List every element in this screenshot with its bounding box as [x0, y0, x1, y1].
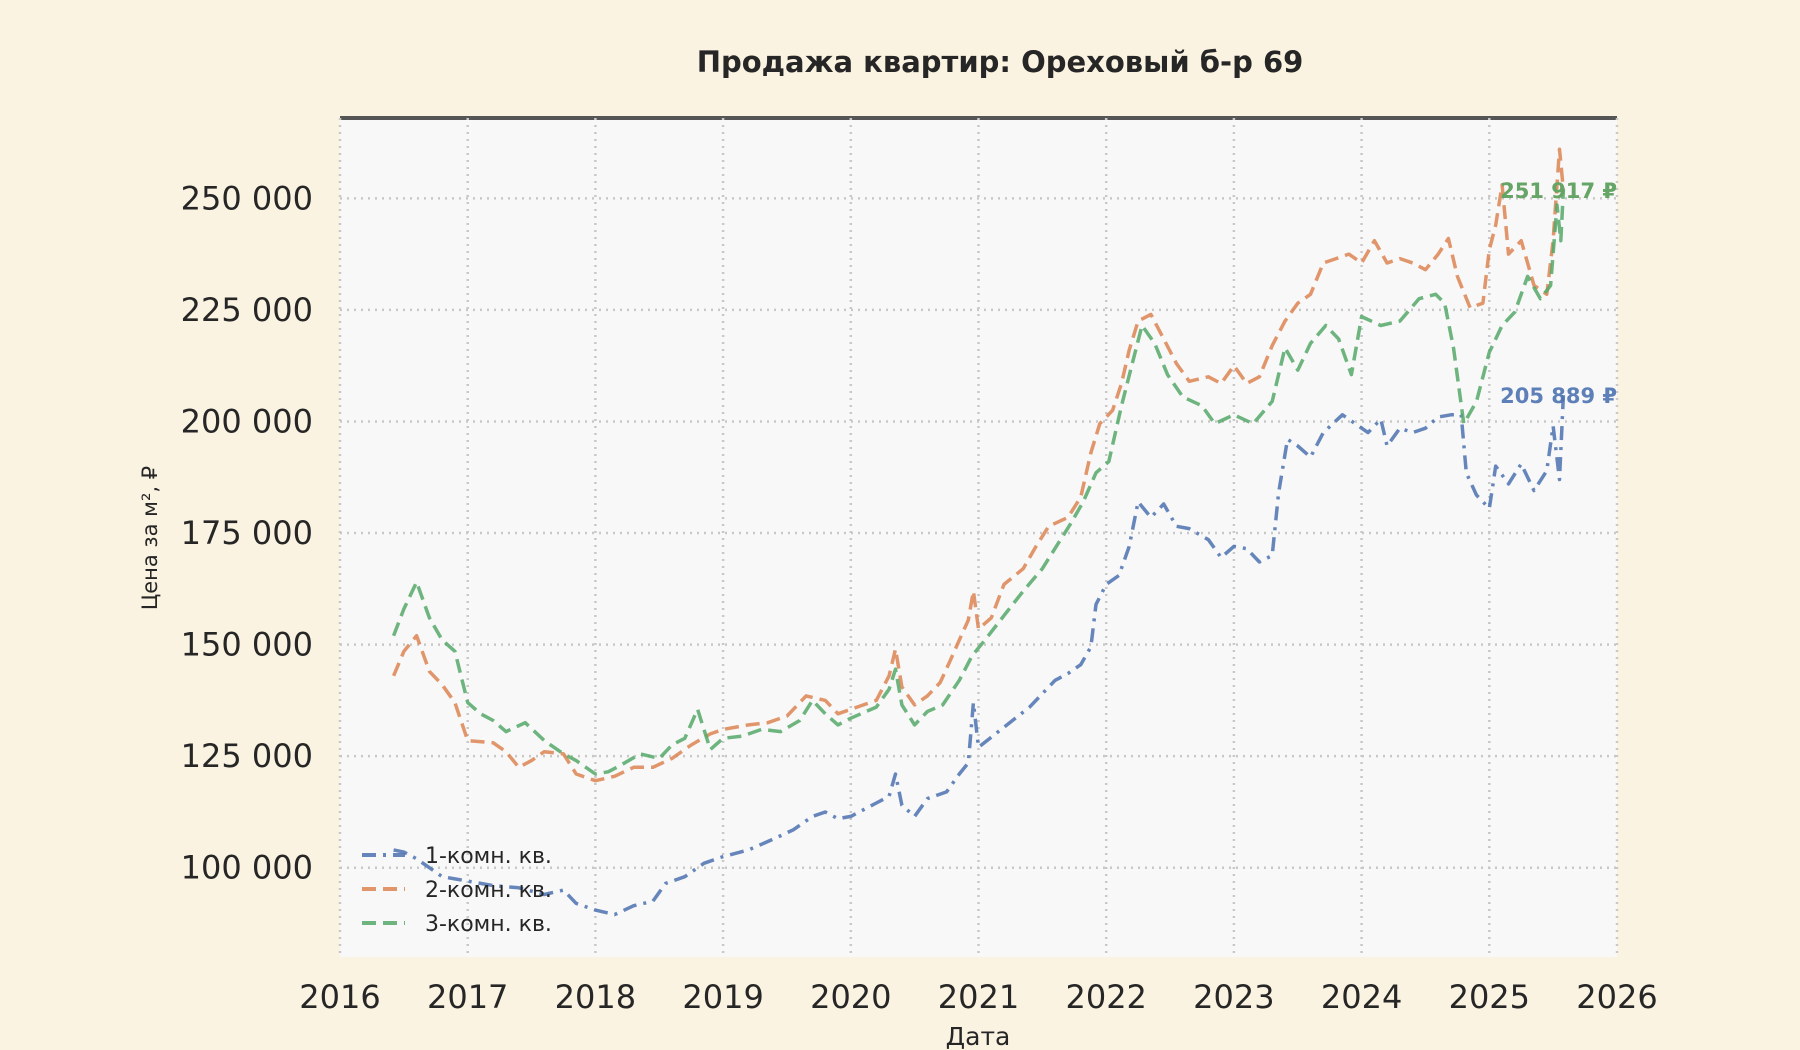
x-tick-label: 2023	[1193, 978, 1274, 1016]
x-tick-label: 2017	[427, 978, 508, 1016]
series-line	[393, 395, 1566, 917]
series-line	[391, 189, 1566, 776]
x-tick-label: 2022	[1065, 978, 1146, 1016]
y-axis-label: Цена за м², ₽	[138, 466, 162, 610]
legend-label: 3-комн. кв.	[425, 912, 552, 937]
series-end-label: 251 917 ₽	[1500, 179, 1617, 203]
y-tick-label: 175 000	[181, 514, 313, 552]
y-tick-label: 125 000	[181, 737, 313, 775]
y-tick-label: 150 000	[181, 626, 313, 664]
x-tick-label: 2021	[938, 978, 1019, 1016]
series-end-label: 205 889 ₽	[1500, 384, 1617, 408]
x-axis-label: Дата	[946, 1022, 1011, 1050]
x-tick-label: 2024	[1321, 978, 1402, 1016]
plot-area	[340, 118, 1617, 957]
y-tick-label: 100 000	[181, 849, 313, 887]
x-tick-label: 2019	[682, 978, 763, 1016]
series-end-label: 251 917 ₽	[1500, 179, 1617, 203]
series-line	[391, 147, 1566, 783]
x-tick-label: 2025	[1449, 978, 1530, 1016]
y-tick-label: 200 000	[181, 402, 313, 440]
x-tick-label: 2018	[555, 978, 636, 1016]
legend-label: 1-комн. кв.	[425, 844, 552, 869]
y-tick-label: 225 000	[181, 291, 313, 329]
x-tick-label: 2020	[810, 978, 891, 1016]
chart-title: Продажа квартир: Ореховый б-р 69	[697, 45, 1304, 79]
x-tick-label: 2016	[299, 978, 380, 1016]
legend-label: 2-комн. кв.	[425, 878, 552, 903]
y-tick-label: 250 000	[181, 179, 313, 217]
x-tick-label: 2026	[1576, 978, 1657, 1016]
